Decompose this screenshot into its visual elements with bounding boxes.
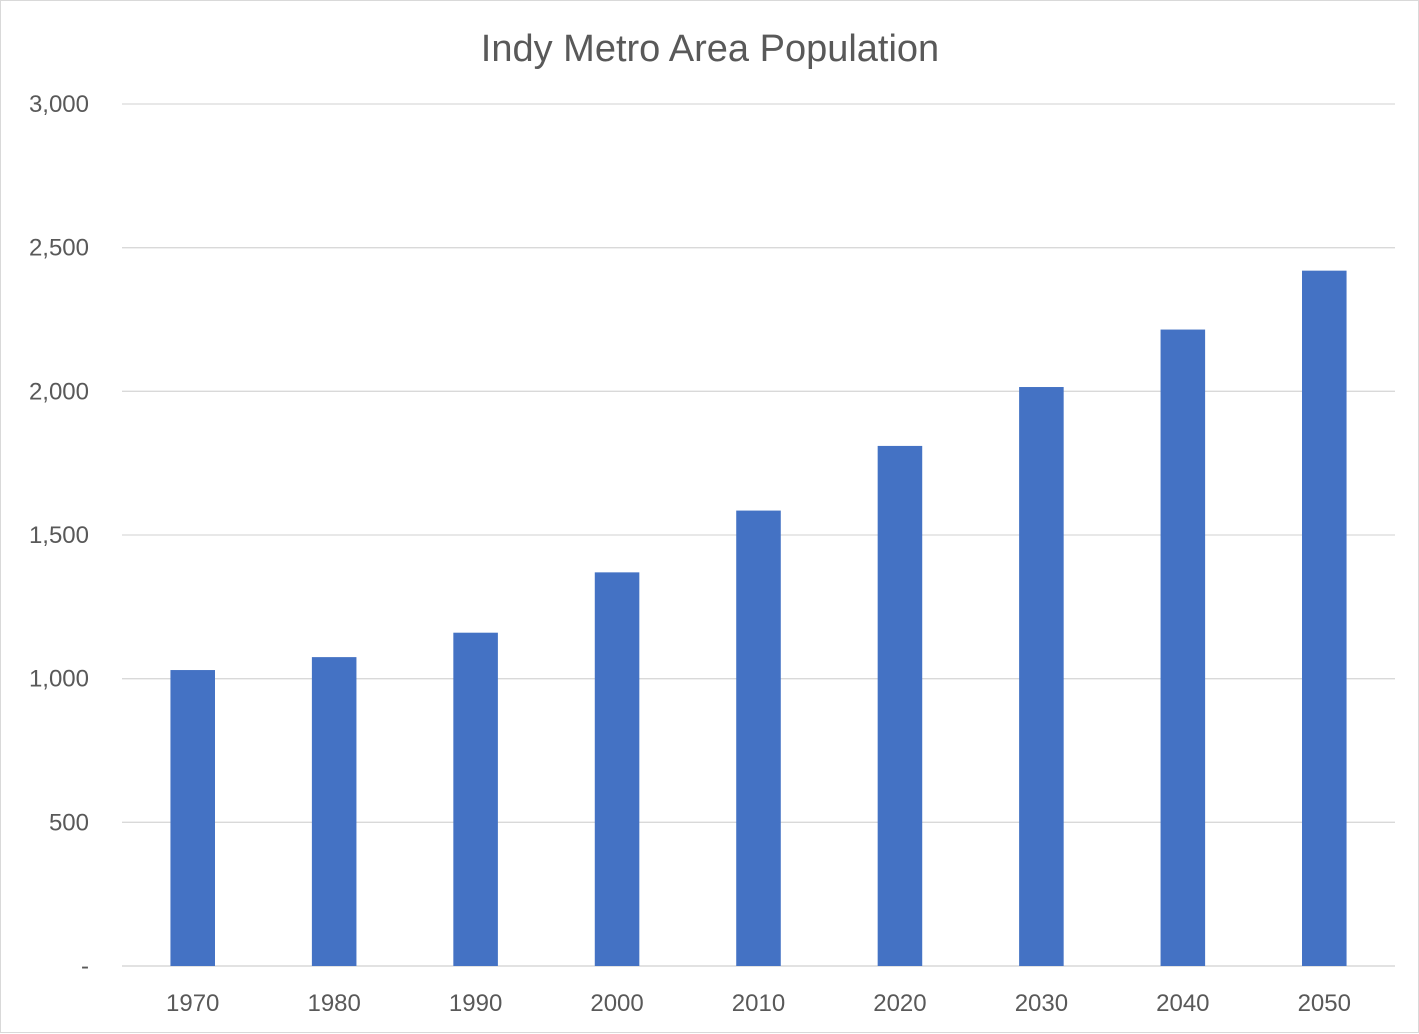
y-tick-label: 500 bbox=[49, 809, 89, 836]
y-tick-label: 1,500 bbox=[29, 522, 89, 549]
bar-2000 bbox=[594, 572, 640, 966]
x-tick-label: 1970 bbox=[166, 990, 219, 1017]
bars bbox=[170, 270, 1347, 967]
bar-1980 bbox=[311, 657, 357, 966]
x-tick-label: 2010 bbox=[732, 990, 785, 1017]
x-axis-tick-labels: 1970 1980 1990 2000 2010 2020 2030 2040 2050 bbox=[166, 990, 1351, 1017]
x-tick-label: 2020 bbox=[873, 990, 926, 1017]
x-tick-label: 1990 bbox=[449, 990, 502, 1017]
bar-2020 bbox=[877, 445, 923, 967]
bar-2010 bbox=[736, 510, 781, 966]
y-axis-tick-labels: - 500 1,000 1,500 2,000 2,500 3,000 bbox=[29, 91, 89, 980]
bar-1990 bbox=[453, 632, 498, 966]
y-tick-label: 3,000 bbox=[29, 91, 89, 118]
chart-title: Indy Metro Area Population bbox=[481, 28, 939, 70]
bar-1970 bbox=[170, 670, 215, 966]
x-tick-label: 2050 bbox=[1298, 990, 1351, 1017]
y-tick-label: 2,000 bbox=[29, 378, 89, 405]
bar-2030 bbox=[1019, 387, 1064, 967]
x-tick-label: 1980 bbox=[307, 990, 360, 1017]
bar-2040 bbox=[1160, 329, 1206, 967]
x-tick-label: 2040 bbox=[1156, 990, 1209, 1017]
x-tick-label: 2000 bbox=[590, 990, 643, 1017]
y-tick-label: 2,500 bbox=[29, 235, 89, 262]
x-tick-label: 2030 bbox=[1015, 990, 1068, 1017]
y-tick-label: - bbox=[81, 953, 89, 980]
y-tick-label: 1,000 bbox=[29, 666, 89, 693]
bar-2050 bbox=[1302, 270, 1347, 966]
